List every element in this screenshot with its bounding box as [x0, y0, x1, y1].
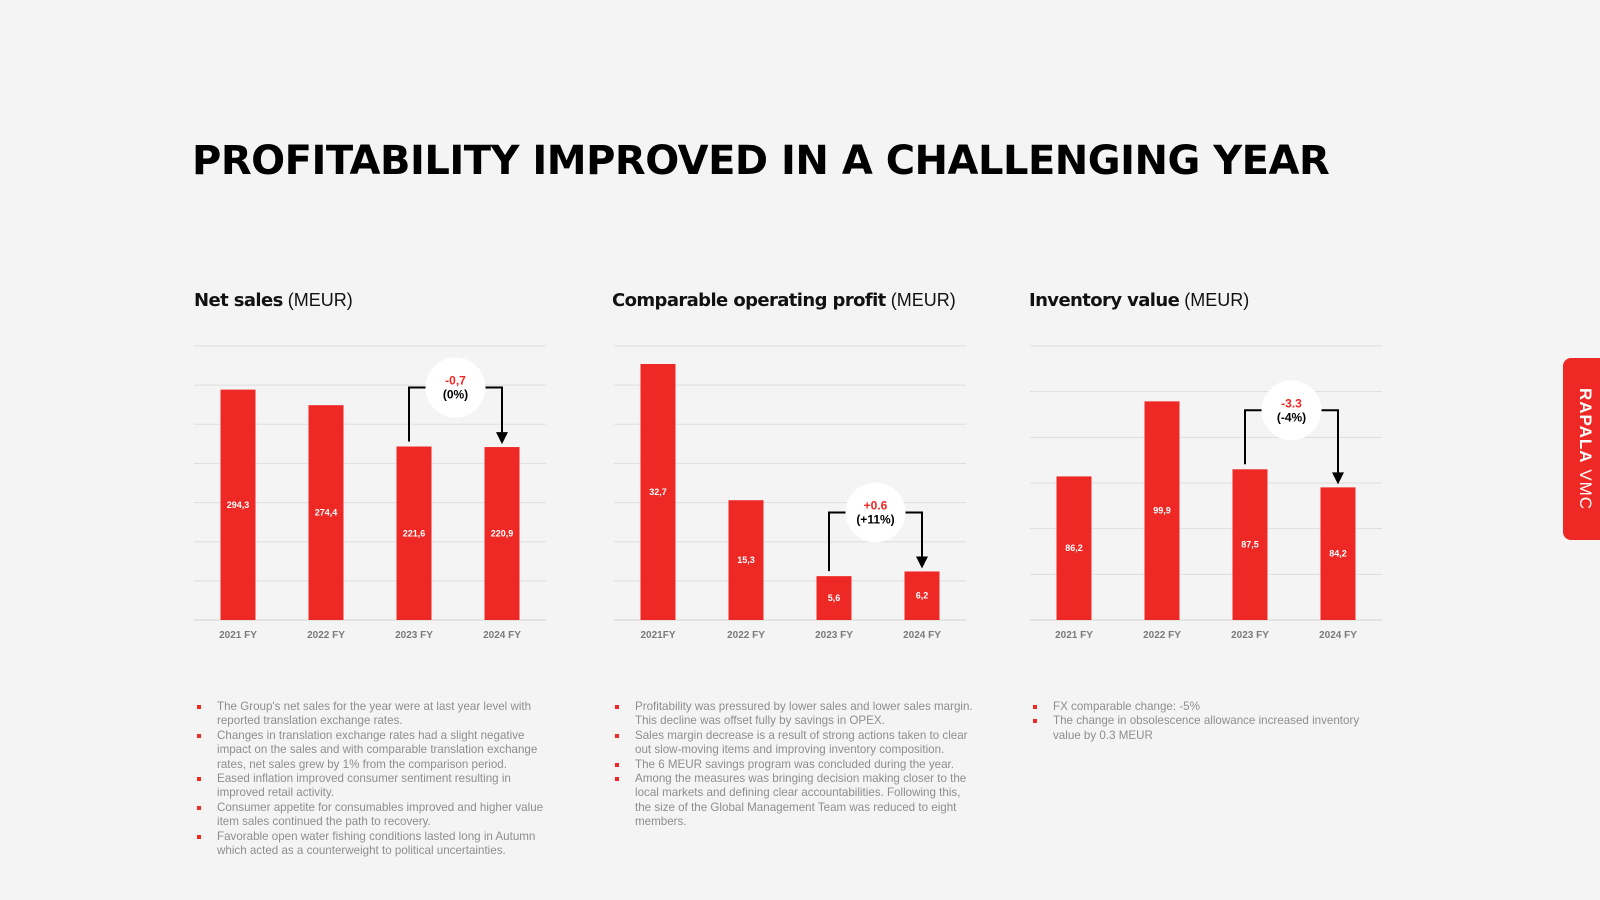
bar — [396, 446, 432, 620]
net-sales-chart: 294,3 2021 FY 274,4 2022 FY 221,6 2023 FY 220,… — [194, 345, 546, 641]
bar-value-label: 220,9 — [491, 529, 514, 539]
brand-tab: RAPALA VMC — [1563, 358, 1600, 540]
change-bubble — [1261, 380, 1322, 441]
brand-name-light: VMC — [1576, 469, 1595, 511]
change-arrowhead — [916, 556, 928, 569]
list-item: Among the measures was bringing decision… — [612, 772, 974, 830]
change-percent: (0%) — [443, 388, 468, 402]
bar — [1144, 401, 1180, 620]
change-bubble — [845, 482, 906, 543]
x-tick-label: 2021 FY — [219, 630, 257, 641]
list-item: FX comparable change: -5% — [1030, 700, 1388, 714]
operating-profit-chart: 32,7 2021FY 15,3 2022 FY 5,6 2023 FY 6,2 2024 F… — [614, 345, 966, 641]
list-item: Consumer appetite for consumables improv… — [194, 801, 548, 830]
x-tick-label: 2023 FY — [395, 630, 433, 641]
inventory-value-heading: Inventory value (MEUR) — [1029, 290, 1249, 311]
x-tick-label: 2024 FY — [483, 630, 521, 641]
bar-value-label: 32,7 — [649, 487, 667, 497]
net-sales-notes: The Group's net sales for the year were … — [194, 700, 548, 858]
net-sales-unit: (MEUR) — [287, 290, 353, 310]
inventory-value-notes: FX comparable change: -5% The change in … — [1030, 700, 1388, 743]
page-title: PROFITABILITY IMPROVED IN A CHALLENGING … — [192, 138, 1330, 184]
bar — [308, 405, 344, 620]
x-tick-label: 2023 FY — [1231, 630, 1269, 641]
inventory-value-title: Inventory value — [1029, 290, 1180, 311]
bar — [220, 389, 256, 620]
bar-value-label: 15,3 — [737, 555, 755, 565]
list-item: The Group's net sales for the year were … — [194, 700, 548, 729]
operating-profit-heading: Comparable operating profit (MEUR) — [612, 290, 956, 311]
list-item: The 6 MEUR savings program was concluded… — [612, 758, 974, 772]
bar-value-label: 5,6 — [828, 593, 841, 603]
x-tick-label: 2024 FY — [903, 630, 941, 641]
x-tick-label: 2021 FY — [1055, 630, 1093, 641]
change-arrowhead — [1332, 472, 1344, 485]
bar — [816, 576, 852, 620]
change-percent: (-4%) — [1277, 410, 1306, 424]
brand-logo: RAPALA VMC — [1575, 388, 1595, 510]
bar-value-label: 294,3 — [227, 500, 250, 510]
bar-value-label: 84,2 — [1329, 549, 1347, 559]
x-tick-label: 2022 FY — [307, 630, 345, 641]
list-item: The change in obsolescence allowance inc… — [1030, 714, 1388, 743]
change-arrowhead — [496, 432, 508, 445]
bar-value-label: 86,2 — [1065, 543, 1083, 553]
list-item: Eased inflation improved consumer sentim… — [194, 772, 548, 801]
change-value: +0.6 — [864, 498, 888, 512]
x-tick-label: 2024 FY — [1319, 630, 1357, 641]
change-bubble — [425, 357, 486, 418]
operating-profit-unit: (MEUR) — [890, 290, 956, 310]
bar-value-label: 87,5 — [1241, 540, 1259, 550]
list-item: Sales margin decrease is a result of str… — [612, 729, 974, 758]
bar-value-label: 221,6 — [403, 528, 426, 538]
list-item: Favorable open water fishing conditions … — [194, 830, 548, 859]
bar — [728, 500, 764, 620]
change-value: -3.3 — [1281, 396, 1302, 410]
x-tick-label: 2022 FY — [727, 630, 765, 641]
operating-profit-title: Comparable operating profit — [612, 290, 886, 311]
change-value: -0,7 — [445, 374, 466, 388]
bar — [640, 364, 676, 620]
operating-profit-notes: Profitability was pressured by lower sal… — [612, 700, 974, 830]
bar — [1232, 469, 1268, 620]
bar-value-label: 99,9 — [1153, 506, 1171, 516]
bar-value-label: 6,2 — [916, 591, 929, 601]
inventory-value-chart: 86,2 2021 FY 99,9 2022 FY 87,5 2023 FY 84,2 202… — [1030, 345, 1382, 641]
net-sales-title: Net sales — [194, 290, 283, 311]
bar-value-label: 274,4 — [315, 508, 338, 518]
x-tick-label: 2022 FY — [1143, 630, 1181, 641]
inventory-value-unit: (MEUR) — [1184, 290, 1250, 310]
bar — [1320, 487, 1356, 620]
brand-name-bold: RAPALA — [1576, 387, 1595, 464]
bar — [904, 571, 940, 620]
x-tick-label: 2023 FY — [815, 630, 853, 641]
net-sales-heading: Net sales (MEUR) — [194, 290, 353, 311]
change-percent: (+11%) — [856, 512, 894, 526]
bar — [484, 447, 520, 620]
bar — [1056, 476, 1092, 620]
list-item: Changes in translation exchange rates ha… — [194, 729, 548, 772]
list-item: Profitability was pressured by lower sal… — [612, 700, 974, 729]
x-tick-label: 2021FY — [640, 630, 675, 641]
